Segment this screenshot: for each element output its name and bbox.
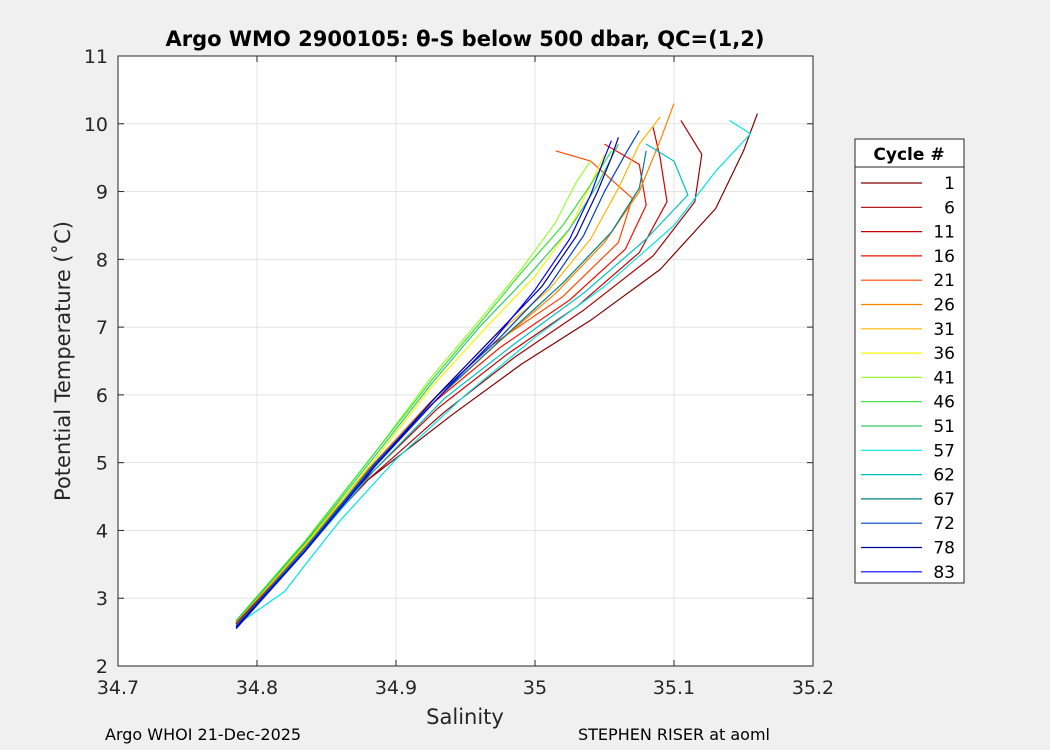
y-tick-label: 6 [96, 385, 108, 407]
legend-label-1: 1 [944, 174, 955, 194]
chart-title: Argo WMO 2900105: θ-S below 500 dbar, QC… [166, 27, 765, 51]
x-tick-label: 35 [523, 677, 547, 699]
legend-title-box [854, 138, 965, 168]
y-tick-label: 9 [96, 182, 108, 204]
legend-label-16: 16 [933, 247, 955, 267]
y-tick-label: 7 [96, 317, 108, 339]
series-line-cycle-67 [235, 150, 647, 627]
plot-area [118, 56, 813, 666]
y-tick-label: 3 [96, 588, 108, 610]
series-line-cycle-57 [235, 119, 752, 626]
series-line-cycle-72 [235, 130, 640, 628]
y-axis-label: Potential Temperature (˚C) [51, 221, 75, 501]
series-line-cycle-31 [235, 116, 661, 622]
legend-label-31: 31 [933, 320, 955, 340]
series-line-cycle-36 [235, 154, 606, 622]
legend-label-6: 6 [944, 198, 955, 218]
y-tick-label: 5 [96, 453, 108, 475]
y-tick-label: 10 [84, 114, 108, 136]
x-tick-label: 34.9 [375, 677, 417, 699]
series-line-cycle-62 [235, 143, 689, 626]
series-lines [235, 103, 758, 630]
ticks: 34.7 34.8 34.9 35 35.1 35.2 2 3 4 5 6 7 8 9 10 11 [84, 46, 834, 699]
y-tick-label: 2 [96, 656, 108, 678]
legend-box [854, 166, 965, 584]
legend-label-62: 62 [933, 466, 955, 486]
legend-label-41: 41 [933, 368, 955, 388]
x-axis-label: Salinity [426, 705, 504, 729]
plot-frame [117, 55, 814, 667]
legend-label-26: 26 [933, 296, 955, 316]
legend-label-67: 67 [933, 490, 955, 510]
legend-label-46: 46 [933, 393, 955, 413]
legend-label-72: 72 [933, 514, 955, 534]
x-tick-label: 35.1 [653, 677, 695, 699]
y-tick-label: 11 [84, 46, 108, 68]
legend-label-11: 11 [933, 223, 955, 243]
legend-label-78: 78 [933, 539, 955, 559]
legend-label-57: 57 [933, 441, 955, 461]
series-line-cycle-83 [235, 140, 612, 630]
x-tick-label: 34.7 [97, 677, 139, 699]
x-tick-label: 34.8 [236, 677, 278, 699]
footer-right: STEPHEN RISER at aoml [578, 725, 770, 744]
footer-left: Argo WHOI 21-Dec-2025 [105, 725, 302, 744]
y-tick-label: 8 [96, 249, 108, 271]
legend-label-36: 36 [933, 344, 955, 364]
y-tick-label: 4 [96, 520, 108, 542]
legend-label-83: 83 [933, 563, 955, 583]
legend-title: Cycle # [873, 145, 944, 165]
legend-label-21: 21 [933, 271, 955, 291]
x-tick-label: 35.2 [792, 677, 834, 699]
series-line-cycle-46 [235, 150, 612, 621]
legend-label-51: 51 [933, 417, 955, 437]
